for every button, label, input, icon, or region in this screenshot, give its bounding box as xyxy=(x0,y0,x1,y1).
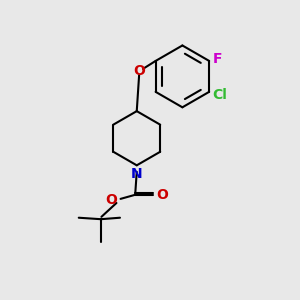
Text: O: O xyxy=(134,64,146,78)
Text: N: N xyxy=(131,167,142,181)
Text: F: F xyxy=(213,52,222,67)
Text: O: O xyxy=(157,188,168,202)
Text: O: O xyxy=(105,193,117,207)
Text: Cl: Cl xyxy=(213,88,228,102)
